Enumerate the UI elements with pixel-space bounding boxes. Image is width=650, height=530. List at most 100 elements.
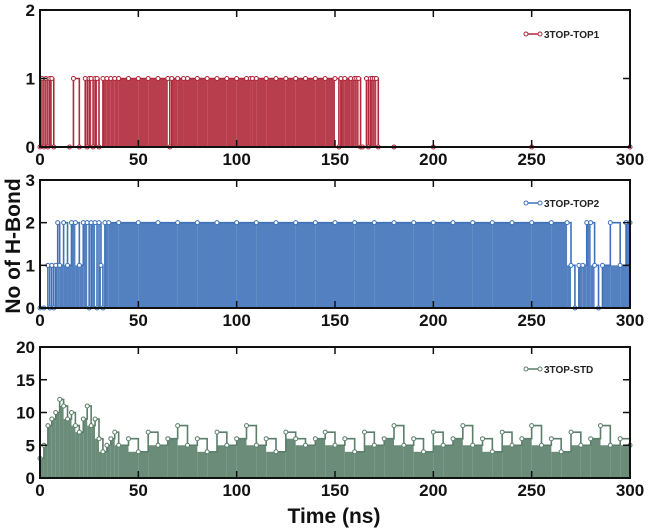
series-band [413,222,434,308]
data-point [332,442,338,448]
data-point [322,76,328,81]
data-point [92,220,98,226]
series-band [492,451,503,478]
data-point [303,76,308,81]
series-band [59,405,64,478]
series-band [118,222,139,308]
series-band [512,445,522,478]
data-point [356,76,362,81]
series-band [138,222,158,308]
data-point [96,436,102,442]
data-point [80,220,86,226]
data-point [322,429,328,435]
series-3-1 [37,396,633,478]
data-point [57,262,63,268]
series-band [374,78,377,147]
data-point [80,416,86,422]
series-band [571,445,581,478]
data-point [57,396,63,402]
series-band [256,222,276,308]
x-tick-label: 100 [222,481,250,500]
series-band [106,445,111,478]
series-band [602,265,611,308]
data-point [108,76,114,81]
x-tick-label: 0 [35,311,44,330]
series-band [197,451,208,478]
y-tick-label: 2 [26,1,35,20]
legend-marker [523,366,529,372]
series-band [128,78,139,147]
series-band [502,445,512,478]
series-band [295,445,306,478]
series-band [541,445,552,478]
data-point [312,76,318,81]
series-band [394,222,414,308]
series-band [138,451,149,478]
data-point [352,220,358,226]
data-point [391,220,397,226]
panel-1: 3TOP-TOP1 0 1 2 0 50 100 150 200 250 300 [26,1,645,169]
x-tick-label: 50 [129,311,148,330]
series-band [344,451,355,478]
data-point [61,403,67,409]
x-tick-label: 100 [222,150,250,169]
series-band [43,445,48,478]
x-tick-label: 250 [517,481,545,500]
series-band [531,222,552,308]
data-point [214,220,220,226]
data-point [253,76,259,81]
data-point [253,220,259,226]
series-band [49,78,52,147]
series-band [217,222,237,308]
series-band [276,451,286,478]
series-band [295,222,316,308]
data-point [88,423,94,429]
series-band [110,438,115,478]
series-band [51,419,56,478]
data-point [194,436,200,442]
y-tick-label: 0 [26,469,35,488]
series-band [114,445,119,478]
series-band [344,78,351,147]
series-band [443,445,453,478]
series-band [246,78,251,147]
data-point [312,436,318,442]
data-point [568,429,574,435]
data-point [607,442,613,448]
series-band [433,445,444,478]
y-tick-label: 1 [26,256,35,275]
x-tick-label: 300 [616,481,644,500]
series-band [55,412,60,478]
legend-marker [537,366,543,372]
y-tick-label: 5 [26,436,35,455]
data-point [580,262,586,268]
series-band [177,222,198,308]
series-band [67,419,72,478]
data-point [126,76,131,81]
data-point [102,220,108,226]
data-point [70,76,76,81]
y-tick-label: 10 [16,404,35,423]
data-point [194,76,200,81]
x-tick-label: 50 [129,481,148,500]
data-point [135,76,141,81]
series-band [40,458,44,478]
data-point [84,220,90,226]
series-band [138,78,149,147]
x-tick-label: 0 [35,481,44,500]
x-axis-title: Time (ns) [288,505,381,528]
data-point [381,436,387,442]
data-point [332,220,338,226]
series-band [561,451,571,478]
data-point [185,76,190,81]
data-point [100,449,106,455]
data-point [135,449,141,455]
data-point [116,442,122,448]
data-point [332,76,338,81]
series-band [620,445,630,478]
y-axis-title: No of H-Bond [2,178,25,313]
data-point [558,449,564,455]
y-tick-label: 20 [16,338,35,357]
data-point [348,76,354,81]
data-point [578,442,584,448]
